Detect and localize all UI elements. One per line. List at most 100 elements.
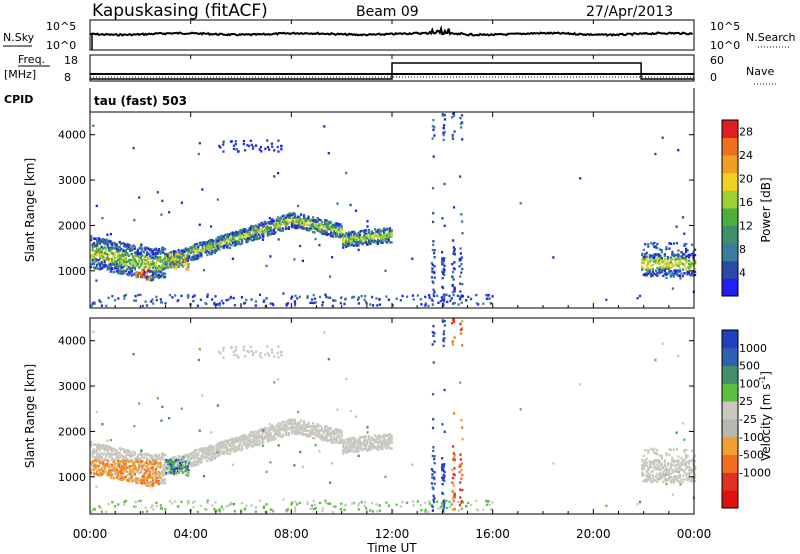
velocity-cell	[140, 449, 143, 452]
velocity-cell	[262, 431, 265, 435]
power-cell	[91, 253, 94, 257]
power-cell	[361, 242, 364, 245]
velocity-cell	[150, 463, 153, 466]
velocity-cell	[384, 444, 387, 447]
power-cell	[657, 255, 660, 258]
velocity-cell	[207, 445, 210, 449]
velocity-cell	[147, 467, 150, 470]
power-cell	[687, 253, 691, 257]
velocity-cell	[460, 462, 463, 465]
velocity-cell	[299, 424, 303, 428]
velocity-cell	[173, 462, 176, 465]
power-cell	[443, 295, 446, 299]
velocity-cell	[340, 440, 343, 444]
velocity-cell	[210, 458, 213, 462]
velocity-cell	[130, 454, 133, 457]
power-cell	[352, 233, 355, 236]
power-cell	[168, 257, 171, 260]
power-cell	[171, 265, 174, 268]
power-cell	[441, 217, 444, 220]
power-cell	[142, 273, 146, 276]
power-cell	[290, 223, 294, 227]
power-cell	[662, 267, 665, 270]
power-colorbar-swatch	[722, 155, 738, 174]
velocity-cell	[354, 442, 357, 446]
velocity-cell	[385, 441, 389, 444]
power-cell	[139, 293, 142, 297]
power-cell	[330, 231, 333, 234]
velocity-cell	[442, 499, 446, 502]
power-cell	[126, 264, 129, 267]
velocity-cell	[91, 465, 94, 468]
power-cell	[644, 257, 647, 261]
velocity-cell	[142, 479, 146, 482]
power-cell	[301, 259, 304, 263]
velocity-cell	[186, 453, 189, 457]
power-cell	[659, 266, 662, 269]
velocity-cell	[364, 444, 368, 447]
power-cell	[231, 241, 235, 245]
power-cell	[330, 234, 333, 238]
velocity-cell	[194, 463, 197, 467]
power-cell	[293, 258, 296, 261]
power-cell	[182, 253, 185, 256]
velocity-cell	[177, 461, 180, 464]
velocity-cell	[123, 448, 126, 451]
power-cell	[195, 249, 198, 253]
velocity-cell	[159, 457, 162, 460]
velocity-cell	[349, 449, 352, 453]
power-cell	[689, 273, 692, 277]
power-cell	[156, 249, 159, 252]
power-cell	[237, 241, 241, 244]
velocity-cell	[150, 460, 153, 464]
power-cell	[227, 246, 230, 250]
power-cell	[235, 148, 238, 151]
power-colorbar-swatch	[722, 260, 738, 279]
power-cell	[283, 214, 286, 217]
power-cell	[141, 247, 144, 250]
power-cell	[690, 262, 694, 265]
power-cell	[165, 263, 168, 266]
power-cell	[203, 244, 206, 248]
velocity-cell	[378, 435, 381, 439]
velocity-cell	[121, 465, 124, 468]
velocity-cell	[210, 448, 213, 451]
power-cell	[107, 296, 110, 300]
power-cell	[648, 260, 651, 264]
power-cell	[675, 257, 679, 261]
power-cell	[138, 196, 141, 199]
power-cell	[221, 236, 224, 239]
velocity-cell	[301, 433, 304, 437]
power-cell	[441, 114, 445, 117]
power-cell	[93, 254, 96, 257]
velocity-cell	[430, 504, 434, 507]
power-cell	[154, 249, 158, 252]
power-cell	[121, 252, 124, 256]
power-cell	[379, 239, 383, 242]
velocity-cell	[451, 445, 455, 448]
power-cell	[213, 249, 217, 252]
power-cell	[90, 256, 93, 259]
power-cell	[330, 225, 333, 228]
power-cell	[363, 238, 366, 241]
velocity-cell	[171, 456, 174, 460]
velocity-cell	[298, 421, 301, 425]
power-cell	[358, 231, 361, 234]
power-cell	[461, 282, 464, 286]
power-cell	[298, 219, 301, 223]
power-cell	[153, 254, 156, 257]
velocity-cell	[121, 466, 124, 470]
velocity-cell	[198, 460, 201, 463]
velocity-cell	[139, 459, 143, 462]
velocity-cell	[182, 466, 185, 470]
velocity-cell	[453, 493, 456, 496]
power-cell	[292, 221, 295, 225]
velocity-cell	[302, 423, 306, 426]
velocity-cell	[96, 448, 99, 451]
velocity-cell	[93, 463, 96, 467]
velocity-cell	[322, 430, 325, 433]
velocity-cell	[348, 437, 351, 440]
velocity-cell	[171, 464, 174, 467]
velocity-cell	[311, 425, 315, 428]
velocity-cell	[316, 431, 319, 434]
